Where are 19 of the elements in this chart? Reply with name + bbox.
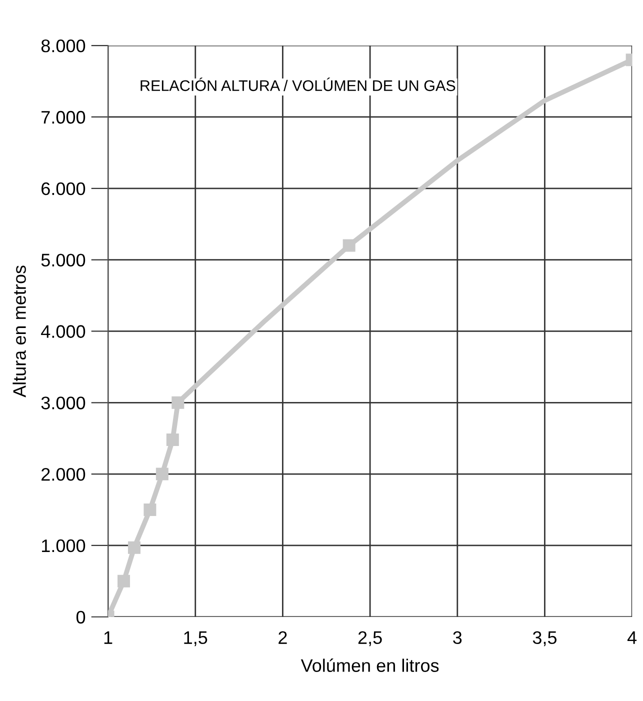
y-tick-label: 3.000 — [41, 396, 86, 410]
x-tick-label: 2 — [278, 631, 287, 644]
x-axis-title: Volúmen en litros — [300, 658, 439, 672]
y-tick-label: 4.000 — [41, 325, 86, 338]
x-tick-label: 4 — [627, 631, 637, 644]
y-tick-label: 1.000 — [42, 539, 86, 552]
y-tick-label: 8.000 — [41, 40, 86, 52]
x-tick-label: 3 — [453, 631, 462, 644]
y-axis-title: Altura en metros — [12, 266, 26, 398]
x-tick-label: 1 — [104, 631, 112, 644]
y-tick-label: 0 — [76, 610, 86, 624]
y-tick-label: 6.000 — [42, 182, 86, 196]
x-tick-label: 2,5 — [358, 631, 382, 646]
x-tick-label: 3,5 — [532, 631, 557, 646]
y-tick-label: 5.000 — [41, 254, 86, 267]
text: RELACIÓN ALTURA / VOLÚMEN DE UN GAS — [140, 78, 456, 92]
x-tick-label: 1,5 — [184, 631, 208, 646]
y-tick-label: 2.000 — [42, 468, 86, 481]
y-tick-label: 7.000 — [42, 110, 86, 124]
